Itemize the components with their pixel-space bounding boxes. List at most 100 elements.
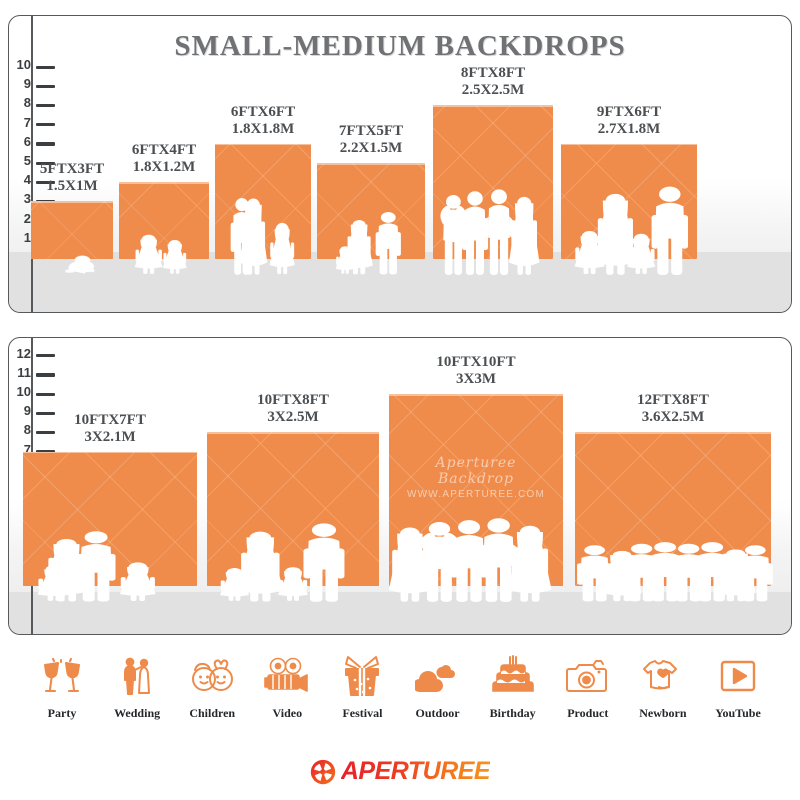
y-axis-chart-1: 10 9 8 7 6 5 4 3 2 1	[9, 16, 75, 312]
bar-size-feet: 12FTX8FT	[637, 392, 709, 409]
use-case-label: Children	[189, 706, 236, 720]
bar-size-feet: 6FTX6FT	[230, 103, 296, 120]
use-case-label: Birthday	[489, 706, 536, 720]
backdrop-size-bar[interactable]: 9FTX6FT 2.7X1.8M	[561, 104, 697, 275]
bar-top-edge	[23, 451, 197, 454]
birthday-cake-icon	[490, 650, 536, 702]
use-case-item-video[interactable]: Video	[251, 650, 323, 721]
y-axis-tick-label: 7	[23, 441, 31, 457]
bar-texture	[23, 451, 197, 586]
y-axis-tick-label: 9	[23, 403, 31, 419]
bar-size-label: 12FTX8FT 3.6X2.5M	[637, 392, 709, 426]
bar-texture	[575, 432, 771, 586]
use-case-label: Outdoor	[415, 706, 460, 720]
bar-top-edge	[433, 105, 553, 107]
use-case-item-party[interactable]: Party	[26, 650, 98, 721]
use-case-item-newborn[interactable]: Newborn	[627, 650, 699, 721]
bar-size-meters: 2.5X2.5M	[461, 82, 525, 99]
y-axis-tick-label: 4	[23, 172, 31, 188]
wedding-couple-icon	[117, 650, 157, 702]
wine-glasses-icon	[40, 650, 84, 702]
bar-size-label: 8FTX8FT 2.5X2.5M	[461, 65, 525, 99]
video-camera-icon	[263, 650, 311, 702]
y-axis-tick-label: 1	[23, 229, 31, 245]
backdrop-size-bar[interactable]: 10FTX10FT 3X3M Aperturee Backdrop WWW.APERT…	[388, 354, 563, 602]
bar-size-label: 6FTX4FT 1.8X1.2M	[132, 142, 196, 176]
backdrop-size-bar[interactable]: 5FTX3FT 1.5X1M	[31, 161, 113, 274]
y-axis-tick-label: 11	[17, 364, 31, 380]
backdrop-size-bar[interactable]: 10FTX7FT 3X2.1M	[23, 412, 197, 602]
use-case-label: Festival	[342, 706, 383, 720]
bar-top-edge	[215, 143, 311, 146]
cloud-icon	[414, 650, 461, 702]
bar-texture	[317, 163, 425, 259]
backdrop-size-bar[interactable]: 12FTX8FT 3.6X2.5M	[575, 392, 773, 602]
play-button-icon	[718, 650, 758, 702]
y-axis-tick-mark	[36, 392, 55, 396]
brand-name: APERTUREE	[340, 757, 491, 785]
bar-texture	[215, 143, 311, 259]
y-axis-tick-label: 3	[23, 191, 31, 207]
bar-texture	[389, 394, 563, 586]
use-case-item-product[interactable]: Product	[552, 650, 624, 721]
y-axis-line	[31, 16, 33, 312]
brand-logo[interactable]: APERTUREE	[0, 757, 800, 786]
children-faces-icon	[188, 650, 236, 702]
y-axis-tick-mark	[36, 103, 55, 108]
use-case-label: Video	[272, 706, 303, 720]
bars-area-chart-2: 10FTX7FT 3X2.1M 10FTX8FT 3X2.5M	[9, 338, 791, 634]
backdrop-size-bar[interactable]: 10FTX8FT 3X2.5M	[207, 392, 379, 602]
y-axis-tick-label: 10	[16, 384, 31, 399]
bar-size-feet: 10FTX7FT	[74, 411, 146, 428]
page-title: SMALL-MEDIUM BACKDROPS	[174, 30, 626, 62]
y-axis-tick-mark	[36, 123, 55, 127]
y-axis-tick-mark	[36, 142, 55, 146]
backdrop-size-bar[interactable]: 7FTX5FT 2.2X1.5M	[317, 123, 425, 275]
backdrop-size-bar[interactable]: 8FTX8FT 2.5X2.5M	[433, 65, 553, 275]
use-case-item-youtube[interactable]: YouTube	[702, 650, 774, 721]
use-case-item-children[interactable]: Children	[176, 650, 248, 721]
use-case-icon-strip: Party Wedding Children Vide	[0, 650, 800, 721]
use-case-item-birthday[interactable]: Birthday	[477, 650, 549, 721]
bar-size-label: 10FTX10FT 3X3M	[436, 354, 515, 388]
bar-size-feet: 10FTX10FT	[436, 354, 516, 370]
y-axis-tick-mark	[36, 84, 55, 89]
bar-size-label: 7FTX5FT 2.2X1.5M	[339, 123, 403, 157]
bar-texture	[207, 432, 379, 586]
bar-top-edge	[389, 394, 563, 396]
y-axis-tick-mark	[36, 65, 55, 69]
use-case-item-outdoor[interactable]: Outdoor	[402, 650, 474, 721]
bar-size-meters: 1.8X1.8M	[231, 120, 295, 137]
bar-top-edge	[207, 432, 379, 434]
y-axis-tick-mark	[36, 411, 55, 416]
baby-onesie-icon	[642, 650, 684, 702]
y-axis-tick-label: 2	[23, 210, 31, 226]
bar-size-label: 9FTX6FT 2.7X1.8M	[597, 104, 661, 138]
use-case-label: Newborn	[639, 706, 687, 720]
bar-top-edge	[317, 163, 425, 165]
backdrop-size-bar[interactable]: 6FTX4FT 1.8X1.2M	[119, 142, 209, 274]
bar-size-meters: 3X2.1M	[84, 428, 136, 445]
bar-size-feet: 9FTX6FT	[596, 103, 662, 120]
bar-texture	[433, 105, 553, 259]
bar-size-feet: 7FTX5FT	[338, 123, 404, 139]
backdrop-size-bar[interactable]: 6FTX6FT 1.8X1.8M	[215, 104, 311, 275]
bar-size-label: 10FTX7FT 3X2.1M	[74, 412, 146, 446]
bar-size-meters: 2.2X1.5M	[339, 140, 403, 156]
use-case-label: Product	[567, 706, 609, 720]
use-case-item-festival[interactable]: Festival	[326, 650, 398, 721]
bar-size-meters: 2.7X1.8M	[597, 120, 661, 137]
use-case-item-wedding[interactable]: Wedding	[101, 650, 173, 721]
y-axis-tick-label: 8	[23, 422, 31, 438]
bar-size-meters: 3.6X2.5M	[641, 409, 705, 426]
y-axis-tick-label: 7	[23, 114, 31, 130]
bar-top-edge	[575, 432, 771, 434]
aperture-shutter-icon	[310, 759, 336, 784]
bar-size-meters: 3X2.5M	[267, 409, 319, 426]
y-axis-tick-mark	[36, 373, 55, 377]
bar-size-feet: 10FTX8FT	[257, 392, 329, 409]
bar-size-feet: 5FTX3FT	[39, 161, 105, 178]
bar-top-edge	[561, 143, 697, 146]
